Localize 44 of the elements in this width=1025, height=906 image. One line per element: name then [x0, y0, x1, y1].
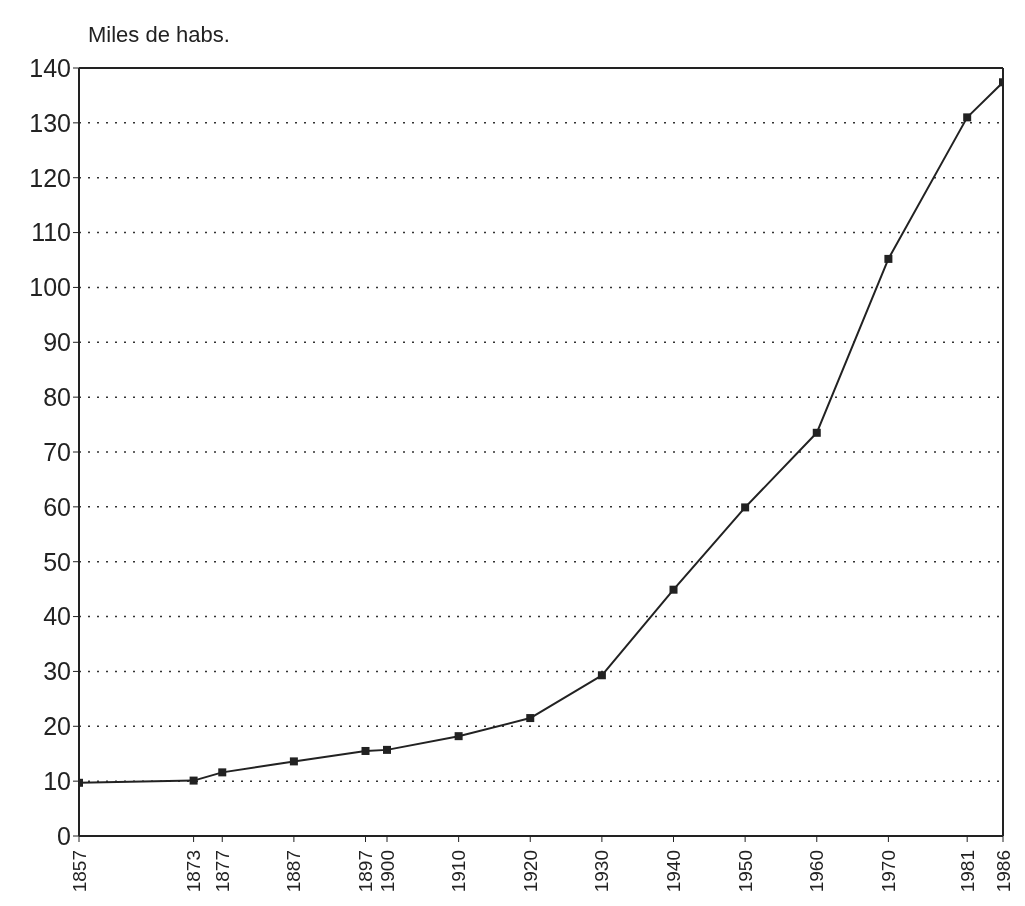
y-tick-label: 90 [43, 328, 71, 357]
x-tick-label: 1897 [355, 850, 377, 893]
x-tick-label: 1981 [956, 850, 978, 893]
y-tick-label: 120 [29, 163, 71, 192]
point [884, 254, 893, 263]
y-tick-label: 130 [29, 108, 71, 137]
x-tick-label: 1950 [734, 850, 756, 893]
y-tick-label: 140 [29, 53, 71, 82]
point [812, 428, 821, 437]
y-tick-label: 70 [43, 437, 71, 466]
y-tick-label: 10 [43, 767, 71, 796]
x-tick-label: 1986 [992, 850, 1014, 893]
point [361, 746, 370, 755]
point [289, 757, 298, 766]
x-tick-label: 1873 [183, 850, 205, 893]
y-tick-label: 30 [43, 657, 71, 686]
y-tick-label: 60 [43, 492, 71, 521]
point [963, 113, 972, 122]
x-tick-label: 1920 [519, 850, 541, 893]
x-tick-label: 1960 [806, 850, 828, 893]
y-axis-title: Miles de habs. [88, 22, 230, 48]
x-tick-label: 1940 [663, 850, 685, 893]
point [526, 714, 535, 723]
point [189, 776, 198, 785]
x-tick-label: 1900 [376, 850, 398, 893]
point [383, 745, 391, 754]
x-tick-label: 1910 [448, 850, 470, 893]
x-tick-label: 1970 [877, 850, 899, 893]
point [669, 585, 678, 594]
point [597, 671, 606, 680]
y-tick-label: 100 [29, 273, 71, 302]
point [454, 732, 463, 741]
y-tick-label: 40 [43, 602, 71, 631]
x-tick-label: 1887 [283, 850, 305, 893]
point [741, 503, 750, 512]
x-tick-label: 1857 [68, 850, 90, 893]
x-tick-label: 1930 [591, 850, 613, 893]
point [218, 768, 227, 777]
y-tick-label: 20 [43, 712, 71, 741]
x-tick-label: 1877 [211, 850, 233, 893]
y-tick-label: 0 [57, 821, 71, 850]
y-tick-label: 80 [43, 383, 71, 412]
y-tick-label: 110 [31, 218, 71, 247]
y-tick-label: 50 [43, 547, 71, 576]
